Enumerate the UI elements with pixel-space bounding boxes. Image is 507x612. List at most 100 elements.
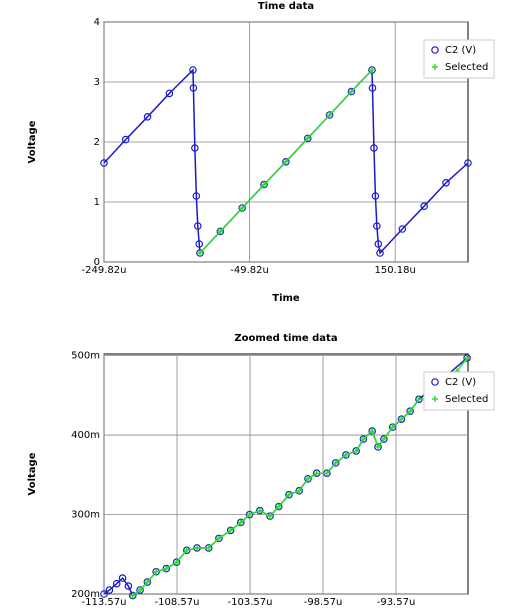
data-point: [121, 135, 130, 144]
data-point: [205, 544, 212, 551]
data-point: [359, 435, 368, 443]
data-point: [165, 89, 174, 98]
data-point: [313, 470, 320, 477]
data-point: [380, 435, 388, 443]
data-point: [406, 407, 414, 416]
data-point: [118, 574, 127, 582]
data-point: [162, 564, 171, 573]
data-point: [227, 527, 234, 534]
data-point: [275, 503, 282, 510]
legend-label: C2 (V): [445, 45, 476, 56]
x-tick-label: -113.57u: [82, 597, 127, 608]
data-point: [216, 227, 225, 236]
data-point: [137, 587, 144, 594]
data-point: [325, 111, 334, 119]
x-axis-title: Time: [272, 293, 300, 304]
data-point: [128, 591, 137, 600]
data-point: [193, 222, 202, 230]
data-point: [153, 568, 160, 575]
data-point: [129, 592, 136, 599]
data-point: [215, 534, 223, 543]
data-point: [342, 451, 349, 458]
data-point: [144, 579, 151, 586]
x-tick-label: -93.57u: [377, 597, 416, 608]
data-point: [261, 181, 268, 188]
data-point: [173, 559, 180, 566]
y-tick-label: 3: [94, 77, 100, 88]
data-point: [398, 225, 407, 233]
data-point: [255, 506, 264, 515]
data-point: [282, 158, 289, 165]
data-point: [332, 459, 339, 466]
x-tick-label: -249.82u: [82, 265, 127, 276]
data-point: [282, 158, 290, 166]
x-tick-label: -98.57u: [304, 597, 343, 608]
data-point: [245, 510, 254, 519]
data-point: [239, 205, 246, 211]
data-point: [304, 135, 311, 142]
data-point: [217, 228, 224, 235]
data-point: [100, 159, 108, 167]
legend-label: Selected: [445, 62, 488, 73]
y-axis-title: Voltage: [27, 120, 38, 163]
data-point: [464, 159, 472, 167]
data-point: [112, 579, 121, 588]
data-point: [143, 578, 152, 586]
y-tick-label: 300m: [71, 510, 100, 521]
data-point: [100, 590, 108, 598]
data-point: [347, 87, 356, 96]
data-point: [407, 408, 414, 415]
data-point: [370, 144, 378, 152]
data-point: [380, 436, 387, 443]
data-point: [326, 112, 333, 118]
x-tick-label: -103.57u: [228, 597, 273, 608]
data-point: [374, 443, 382, 451]
data-point: [388, 423, 397, 431]
data-point: [285, 491, 292, 498]
data-point: [331, 459, 340, 467]
data-point: [304, 475, 311, 482]
data-point: [376, 249, 384, 257]
chart-title: Zoomed time data: [234, 333, 337, 344]
data-point: [189, 84, 198, 92]
legend-label: Selected: [445, 394, 488, 405]
chart-title: Time data: [258, 1, 314, 12]
data-point: [374, 240, 383, 248]
data-point: [215, 535, 222, 542]
data-point: [371, 192, 380, 200]
y-tick-label: 200m: [71, 589, 100, 600]
data-point: [163, 565, 170, 572]
data-point: [304, 474, 312, 483]
legend-marker: [431, 378, 439, 386]
y-tick-label: 0: [94, 257, 100, 268]
data-point: [197, 250, 204, 256]
data-point: [296, 487, 303, 494]
data-point: [267, 513, 274, 520]
data-point: [360, 436, 367, 443]
y-tick-label: 4: [94, 17, 100, 28]
data-point: [373, 222, 381, 230]
data-point: [352, 447, 360, 455]
data-point: [143, 113, 152, 121]
data-point: [463, 354, 471, 362]
data-point: [323, 470, 330, 477]
data-point: [397, 415, 406, 423]
data-point: [226, 526, 235, 535]
data-point: [368, 427, 377, 435]
data-point: [256, 507, 263, 514]
data-point: [415, 396, 422, 403]
y-tick-label: 1: [94, 197, 100, 208]
y-tick-label: 500m: [71, 351, 100, 362]
legend-marker: [431, 46, 439, 54]
data-point: [237, 519, 244, 526]
data-point: [194, 544, 201, 551]
data-point: [196, 249, 204, 257]
data-point: [195, 240, 204, 248]
y-axis-title: Voltage: [27, 452, 38, 495]
data-point: [191, 144, 199, 152]
data-point: [342, 451, 350, 459]
data-point: [464, 354, 471, 361]
data-point: [285, 490, 293, 499]
data-point: [246, 511, 253, 518]
